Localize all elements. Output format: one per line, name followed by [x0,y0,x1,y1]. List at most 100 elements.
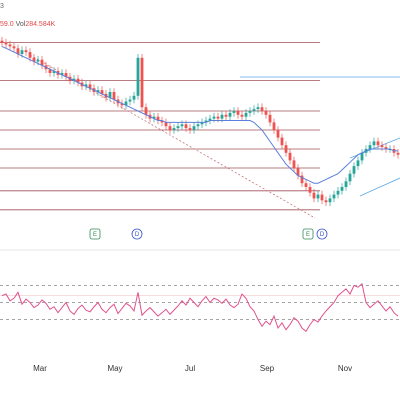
candle-body-85 [340,187,344,191]
candle-body-95 [380,145,384,148]
candle-body-58 [232,111,236,113]
candle-body-68 [272,122,276,130]
moving-average-line [1,45,398,184]
month-tick-3: Sep [260,364,275,373]
dividend-marker-1 [131,228,143,240]
candle-body-80 [320,194,324,201]
candle-body-69 [276,130,280,138]
candle-body-30 [120,103,124,106]
candle-body-65 [260,107,264,111]
marker-label-0: E [93,232,97,238]
candle-body-9 [36,59,40,62]
candle-body-4 [16,48,20,54]
marker-label-1: D [135,232,140,238]
candle-body-19 [76,78,80,83]
channel-lower-line [359,177,400,197]
candle-body-1 [4,42,8,45]
month-tick-0: Mar [33,364,47,373]
dividend-marker-3 [316,228,328,240]
candle-body-59 [236,111,240,115]
ohlc-info: 59.0 Vol284.584K [0,20,55,29]
volume-value: 284.584K [25,21,56,28]
candle-body-45 [180,124,184,127]
candle-body-13 [52,71,56,73]
candle-body-46 [184,124,188,129]
candle-body-16 [64,73,68,77]
candle-body-63 [252,109,256,111]
candle-body-51 [204,120,208,123]
candle-body-56 [224,114,228,117]
candle-body-90 [360,152,364,161]
candle-body-25 [100,90,104,94]
candle-body-94 [376,141,380,146]
candle-body-76 [304,183,308,187]
candle-body-12 [48,69,52,73]
candle-body-38 [152,116,156,119]
candle-body-54 [216,116,220,119]
candle-body-47 [188,128,192,130]
earnings-marker-0 [89,228,101,240]
candle-body-86 [344,181,348,187]
candle-body-22 [88,84,92,89]
candle-body-2 [8,44,12,47]
candle-body-64 [256,107,260,110]
candle-body-5 [20,50,24,54]
candle-body-21 [84,84,88,87]
candle-body-41 [164,122,168,127]
volume-label: Vol [15,21,26,28]
month-tick-1: May [107,364,122,373]
candle-body-78 [312,192,316,199]
candle-body-31 [124,101,128,106]
candle-body-6 [24,50,28,53]
candle-body-60 [240,114,244,117]
candle-body-33 [132,95,136,100]
candle-body-93 [372,141,376,146]
month-tick-4: Nov [338,364,352,373]
candle-body-75 [300,175,304,184]
candle-body-72 [288,152,292,161]
candle-body-52 [208,118,212,121]
candle-body-92 [368,145,372,149]
candle-body-62 [248,111,252,113]
candle-body-18 [72,78,76,81]
candle-body-77 [308,187,312,193]
candle-body-79 [316,194,320,199]
candle-body-84 [336,190,340,195]
marker-label-3: D [320,232,325,238]
candle-body-34 [136,57,140,96]
candle-body-67 [268,114,272,123]
candle-body-49 [196,124,200,127]
trend-line [29,54,316,219]
candle-body-35 [140,57,144,108]
candle-body-24 [96,90,100,92]
candle-body-27 [108,92,112,98]
candle-body-48 [192,126,196,130]
ohlc-fragment: 59.0 [0,21,14,28]
candle-body-57 [228,112,232,117]
month-tick-2: Jul [185,364,195,373]
candle-body-36 [144,107,148,115]
candle-body-71 [284,145,288,153]
candle-body-3 [12,46,16,49]
candle-body-8 [32,57,36,62]
candle-body-81 [324,200,328,203]
candle-body-32 [128,99,132,102]
oscillator-line [1,282,399,333]
candle-body-82 [328,198,332,203]
candle-body-55 [220,114,224,119]
candle-body-83 [332,194,336,199]
candle-body-43 [172,128,176,130]
candle-body-50 [200,122,204,125]
candle-body-74 [296,168,300,176]
candle-body-53 [212,116,216,119]
candle-body-70 [280,137,284,146]
symbol-fragment: 3 [0,3,4,10]
candle-body-28 [112,92,116,100]
candle-body-61 [244,112,248,117]
earnings-marker-2 [302,228,314,240]
candle-body-87 [348,173,352,182]
candle-body-15 [60,73,64,75]
candle-body-88 [352,166,356,174]
